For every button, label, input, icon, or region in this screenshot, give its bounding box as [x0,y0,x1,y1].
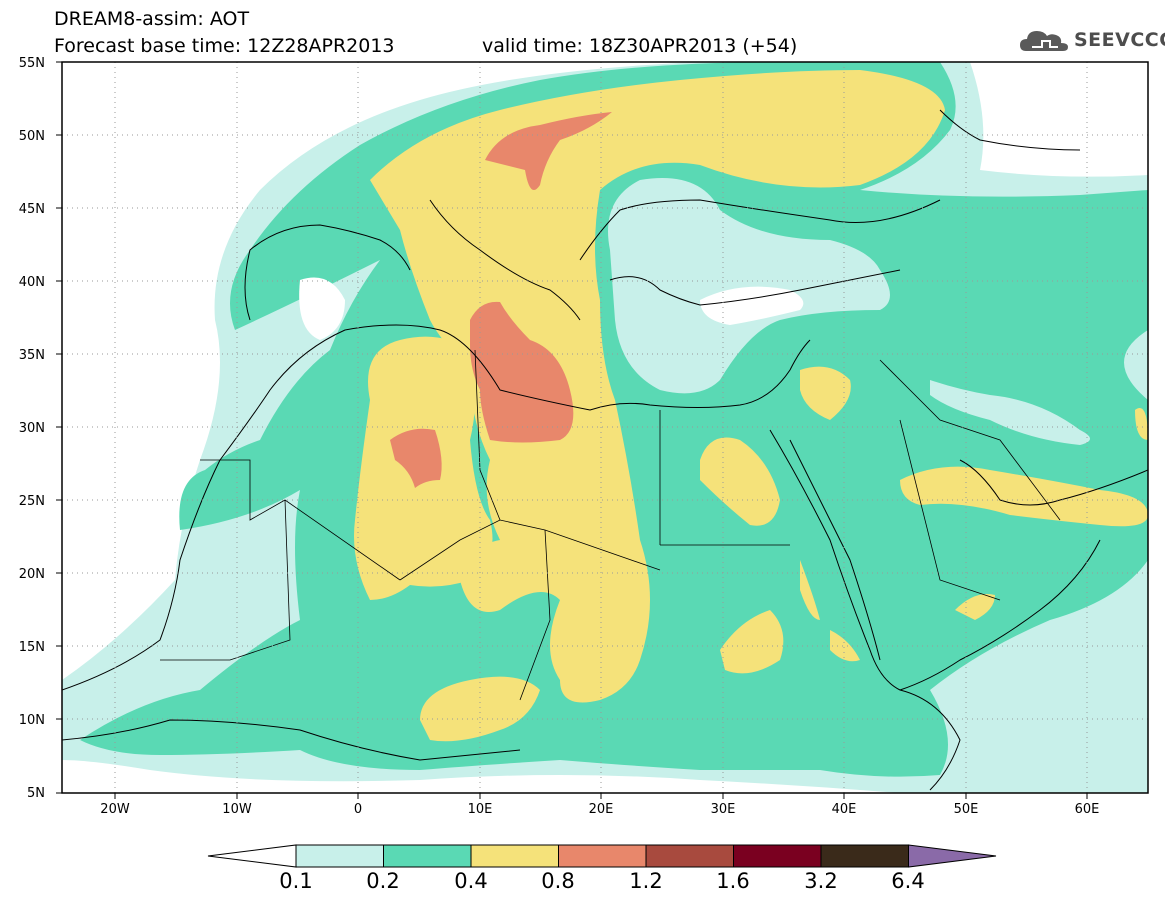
colorbar-swatch [733,844,822,868]
aot-field-12 [800,366,851,420]
colorbar-swatch [295,844,384,868]
aot-field-14 [955,594,995,620]
aot-field-03 [608,178,890,394]
lon-label: 30E [711,802,736,817]
lat-label: 25N [19,494,45,509]
aot-field-16 [800,560,820,620]
lat-ticks [56,61,62,794]
colorbar-label: 1.6 [716,869,750,893]
lat-label: 30N [19,421,45,436]
aot-field-11 [720,610,784,674]
lat-label: 40N [19,275,45,290]
aot-field-20 [390,428,442,488]
lat-label: 55N [19,56,45,71]
colorbar-label: 0.1 [279,869,313,893]
aot-field-17 [830,630,860,662]
coastlines [62,109,1148,791]
colorbar-swatch [820,844,909,868]
lon-label: 60E [1075,802,1100,817]
lat-label: 15N [19,640,45,655]
lat-label: 20N [19,567,45,582]
lon-label: 0 [354,802,362,817]
lon-axis: 20W 10W 0 10E 20E 30E 40E 50E 60E [100,802,1099,817]
lon-label: 50E [954,802,979,817]
lat-label: 10N [19,713,45,728]
lat-label: 50N [19,129,45,144]
lon-ticks [114,793,1088,799]
aot-field-04 [930,380,1090,445]
lon-label: 10W [222,802,252,817]
graticule [62,62,1148,793]
lon-label: 20E [589,802,614,817]
colorbar-label: 3.2 [804,869,838,893]
lat-label: 35N [19,348,45,363]
colorbar-swatch [645,844,734,868]
map-title: DREAM8-assim: AOT [54,8,250,30]
aot-field-15 [1135,408,1148,440]
lon-label: 40E [832,802,857,817]
cloud-icon [1020,31,1068,51]
colorbar-label: 0.2 [366,869,400,893]
aot-field-07 [370,70,945,703]
aot-field-19 [470,301,574,443]
forecast-base-time: Forecast base time: 12Z28APR2013 [54,35,395,57]
lon-label: 20W [100,802,130,817]
lat-label: 5N [27,786,45,801]
aot-field-05 [299,277,345,340]
map-fields [62,62,1148,793]
borders [160,349,1061,701]
valid-time: valid time: 18Z30APR2013 (+54) [482,35,798,57]
lat-label: 45N [19,202,45,217]
colorbar-swatch [558,844,647,868]
colorbar [207,844,997,868]
lon-label: 10E [468,802,493,817]
aot-field-10 [700,437,780,526]
colorbar-arrow-high [908,844,997,868]
seevccc-logo: SEEVCCC [1018,25,1165,55]
lat-axis: 55N 50N 45N 40N 35N 30N 25N 20N 15N 10N … [19,56,45,801]
colorbar-swatch [383,844,472,868]
colorbar-arrow-low [207,844,297,868]
aot-field-13 [900,466,1148,527]
colorbar-swatch [470,844,559,868]
colorbar-label: 1.2 [629,869,663,893]
colorbar-label: 0.4 [454,869,488,893]
colorbar-label: 0.8 [541,869,575,893]
aot-field-09 [420,676,540,742]
logo-text: SEEVCCC [1074,29,1165,51]
aot-field-06 [700,286,804,325]
colorbar-label: 6.4 [891,869,925,893]
aot-field-18 [485,112,612,190]
